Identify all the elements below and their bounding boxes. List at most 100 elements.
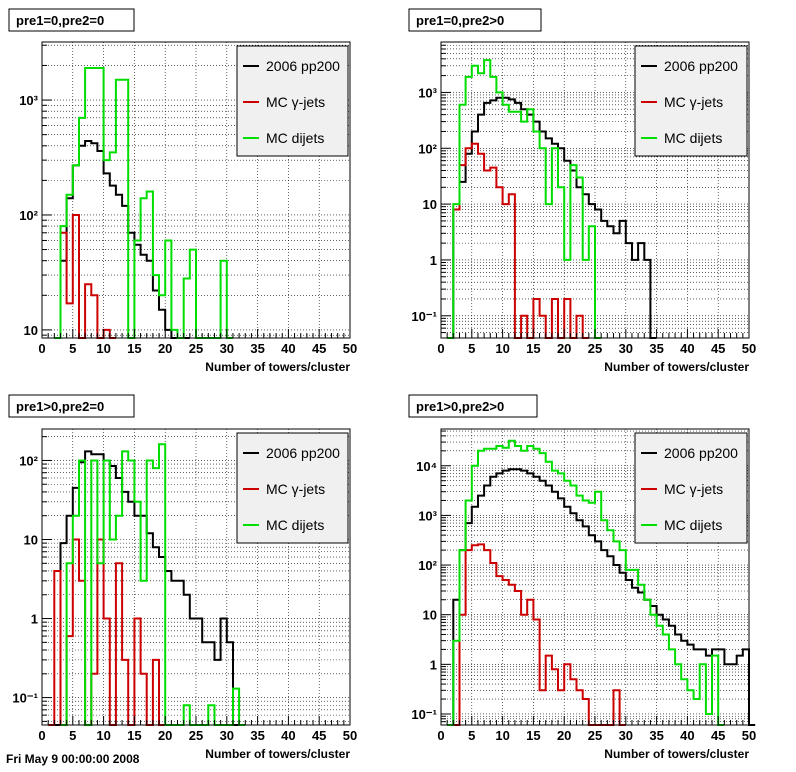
x-tick-label: 15: [526, 341, 540, 356]
legend-entry-3: MC dijets: [266, 130, 324, 146]
x-tick-label: 30: [619, 341, 633, 356]
y-tick-label: 10³: [418, 85, 437, 100]
y-axis: 10⁻¹ 1 10 10² 10³ 10⁴: [411, 430, 451, 726]
x-tick-label: 5: [69, 728, 76, 743]
series-line-2: [453, 543, 626, 726]
legend-entry-3: MC dijets: [664, 517, 722, 533]
y-tick-label: 10⁴: [416, 459, 437, 474]
x-tick-label: 35: [649, 728, 663, 743]
x-tick-label: 50: [343, 341, 357, 356]
x-tick-label: 30: [619, 728, 633, 743]
y-axis: 10⁻¹ 1 10 10²: [12, 436, 52, 722]
y-tick-label: 1: [31, 612, 38, 627]
x-tick-label: 45: [312, 341, 326, 356]
x-axis: 0 5 10 15 20 25 30 35 40 45 50 Number of towers/clu…: [437, 329, 756, 374]
chart-panel-4: 0 5 10 15 20 25 30 35 40 45 50 Number of towers/clu…: [408, 394, 756, 761]
chart-panel-3: 0 5 10 15 20 25 30 35 40 45 50 Number of towers/clu…: [8, 394, 357, 761]
x-axis: 0 5 10 15 20 25 30 35 40 45 50 Number of towers/clu…: [437, 716, 756, 761]
x-tick-label: 30: [220, 728, 234, 743]
y-tick-label: 10: [24, 323, 38, 338]
x-tick-label: 35: [250, 728, 264, 743]
x-tick-label: 20: [158, 728, 172, 743]
series-line-1: [447, 468, 756, 726]
x-tick-label: 5: [468, 341, 475, 356]
y-tick-label: 10²: [418, 141, 437, 156]
chart-title-box: [8, 394, 135, 418]
y-tick-label: 10²: [19, 453, 38, 468]
legend-entry-2: MC γ-jets: [266, 94, 325, 110]
x-tick-label: 10: [495, 728, 509, 743]
legend-entry-1: 2006 pp200: [664, 445, 738, 461]
y-tick-label: 10²: [19, 208, 38, 223]
x-tick-label: 50: [742, 728, 756, 743]
chart-title: pre1=0,pre2=0: [16, 13, 104, 28]
y-tick-label: 1: [430, 253, 437, 268]
x-axis: 0 5 10 15 20 25 30 35 40 45 50 Number of towers/clu…: [38, 716, 357, 761]
legend-entry-3: MC dijets: [266, 517, 324, 533]
x-tick-label: 40: [680, 728, 694, 743]
x-tick-label: 45: [711, 728, 725, 743]
legend: 2006 pp200 MC γ-jets MC dijets: [236, 432, 349, 544]
x-tick-label: 5: [69, 341, 76, 356]
y-axis: 10⁻¹ 1 10 10² 10³: [411, 41, 451, 339]
chart-panel-2: 0 5 10 15 20 25 30 35 40 45 50 Number of towers/clu…: [408, 8, 756, 374]
x-tick-label: 15: [526, 728, 540, 743]
x-axis: 0 5 10 15 20 25 30 35 40 45 50 Number of towers/clu…: [38, 329, 357, 374]
x-tick-label: 10: [96, 341, 110, 356]
series-line-2: [48, 538, 166, 726]
y-tick-label: 10³: [19, 93, 38, 108]
legend: 2006 pp200 MC γ-jets MC dijets: [634, 45, 748, 157]
y-tick-label: 10³: [418, 508, 437, 523]
x-tick-label: 0: [437, 728, 444, 743]
y-axis: 10 10² 10³: [19, 44, 52, 338]
chart-title: pre1>0,pre2=0: [16, 399, 104, 414]
x-tick-label: 15: [127, 341, 141, 356]
y-tick-label: 10: [423, 197, 437, 212]
x-tick-label: 40: [680, 341, 694, 356]
y-tick-label: 10⁻¹: [411, 309, 437, 324]
legend-entry-1: 2006 pp200: [266, 445, 340, 461]
legend: 2006 pp200 MC γ-jets MC dijets: [236, 45, 349, 157]
series-line-2: [60, 214, 116, 339]
x-axis-label: Number of towers/cluster: [604, 747, 749, 761]
x-tick-label: 40: [281, 341, 295, 356]
legend: 2006 pp200 MC γ-jets MC dijets: [634, 432, 748, 544]
y-tick-label: 10⁻¹: [411, 707, 437, 722]
x-tick-label: 25: [189, 341, 203, 356]
x-tick-label: 45: [312, 728, 326, 743]
legend-entry-3: MC dijets: [664, 130, 722, 146]
x-tick-label: 35: [649, 341, 663, 356]
x-tick-label: 50: [343, 728, 357, 743]
chart-title-box: [408, 8, 542, 32]
x-tick-label: 15: [127, 728, 141, 743]
x-tick-label: 0: [38, 728, 45, 743]
y-tick-label: 10⁻¹: [12, 691, 38, 706]
x-tick-label: 10: [495, 341, 509, 356]
legend-entry-2: MC γ-jets: [664, 481, 723, 497]
y-tick-label: 10: [423, 608, 437, 623]
x-tick-label: 5: [468, 728, 475, 743]
x-tick-label: 40: [281, 728, 295, 743]
legend-entry-1: 2006 pp200: [266, 58, 340, 74]
y-tick-label: 10²: [418, 558, 437, 573]
legend-entry-2: MC γ-jets: [664, 94, 723, 110]
x-tick-label: 25: [189, 728, 203, 743]
x-tick-label: 30: [220, 341, 234, 356]
x-tick-label: 20: [557, 341, 571, 356]
chart-title: pre1>0,pre2>0: [416, 399, 504, 414]
legend-entry-2: MC γ-jets: [266, 481, 325, 497]
chart-title-box: [408, 394, 538, 418]
footer-timestamp: Fri May 9 00:00:00 2008: [6, 752, 140, 766]
series-line-3: [447, 59, 602, 339]
x-tick-label: 45: [711, 341, 725, 356]
x-axis-label: Number of towers/cluster: [604, 360, 749, 374]
x-tick-label: 20: [158, 341, 172, 356]
x-tick-label: 25: [588, 728, 602, 743]
legend-entry-1: 2006 pp200: [664, 58, 738, 74]
series-line-1: [447, 96, 657, 339]
x-axis-label: Number of towers/cluster: [205, 360, 350, 374]
x-tick-label: 10: [96, 728, 110, 743]
grid: [42, 429, 350, 725]
series-line-3: [54, 67, 233, 339]
